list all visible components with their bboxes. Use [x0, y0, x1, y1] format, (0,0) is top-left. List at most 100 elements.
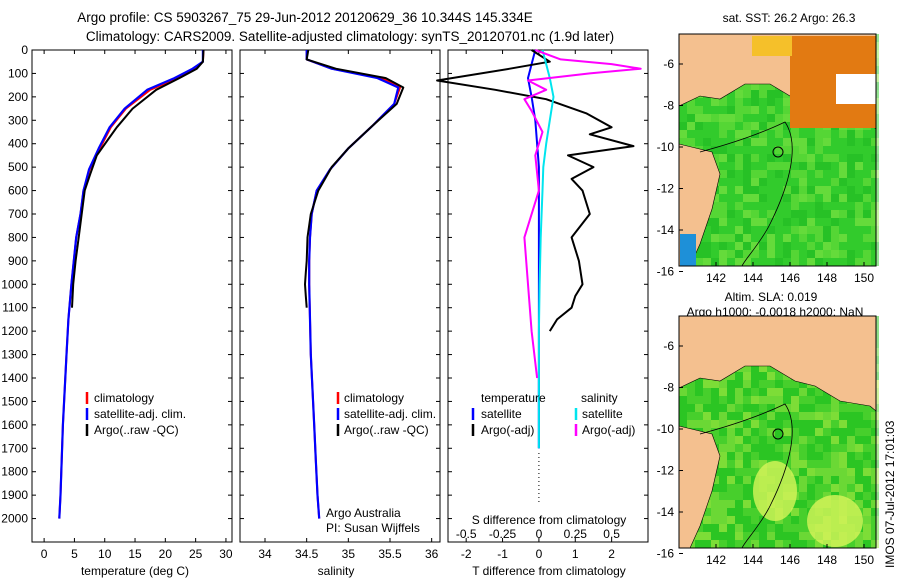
map-cell [727, 114, 735, 122]
map-cell [727, 234, 735, 242]
map-cell [871, 194, 879, 202]
map-cell [871, 258, 879, 266]
map-cell [735, 412, 743, 420]
map-cell [847, 170, 855, 178]
map-cell [687, 404, 695, 412]
map-cell [687, 138, 695, 146]
map-cell [711, 258, 719, 266]
x-tick-label: 0 [536, 547, 543, 561]
map-cell [855, 444, 863, 452]
map-cell [743, 226, 751, 234]
map-cell [863, 146, 871, 154]
map-cell [855, 540, 863, 548]
map-cell [751, 194, 759, 202]
legend-label: satellite-adj. clim. [94, 407, 186, 421]
map-cell [807, 436, 815, 444]
map-cell [711, 428, 719, 436]
map-cell [719, 388, 727, 396]
map-cell [855, 428, 863, 436]
map-cell [719, 412, 727, 420]
map-cell [839, 218, 847, 226]
map-cell [839, 154, 847, 162]
map-cell [855, 436, 863, 444]
map-cell [871, 218, 879, 226]
plot-frame [447, 49, 649, 543]
map-cell [831, 428, 839, 436]
map-cell [863, 452, 871, 460]
map-cell [863, 484, 871, 492]
s-diff-xlabel: S difference from climatology [472, 513, 627, 527]
map-cell [871, 234, 879, 242]
map-cell [735, 468, 743, 476]
lon-tick-label: 146 [780, 553, 800, 567]
map-cell [719, 476, 727, 484]
map-cell [743, 234, 751, 242]
map-cell [711, 218, 719, 226]
map-cell [791, 234, 799, 242]
map-cell [695, 250, 703, 258]
map-cell [855, 460, 863, 468]
sst-map: -6 -8 -10 -12 -14 -16 142 144 146 148 150 [657, 33, 879, 285]
map-cell [759, 138, 767, 146]
map-cell [791, 186, 799, 194]
map-cell [783, 162, 791, 170]
map-cell [863, 202, 871, 210]
map-cell [695, 114, 703, 122]
map-cell [751, 138, 759, 146]
map-cell [791, 226, 799, 234]
map-cell [863, 404, 871, 412]
map-cell [839, 162, 847, 170]
map-cell [847, 186, 855, 194]
map-cell [695, 130, 703, 138]
map-cell [847, 234, 855, 242]
map-cell [743, 122, 751, 130]
map-cell [727, 380, 735, 388]
map-cell [719, 508, 727, 516]
map-cell [783, 146, 791, 154]
map-cell [767, 404, 775, 412]
map-cell [775, 170, 783, 178]
map-cell [759, 460, 767, 468]
map-cell [735, 372, 743, 380]
map-cell [775, 154, 783, 162]
map-cell [783, 532, 791, 540]
map-cell [839, 444, 847, 452]
map-cell [711, 500, 719, 508]
map-cell [727, 162, 735, 170]
map-sst-cool [680, 234, 696, 266]
map-cell [783, 242, 791, 250]
map-cell [703, 250, 711, 258]
map-cell [807, 202, 815, 210]
difference-legend: temperature salinity satellite Argo(-adj… [471, 391, 635, 437]
map-cell [727, 130, 735, 138]
map-cell [767, 90, 775, 98]
map-cell [863, 258, 871, 266]
map-cell [783, 444, 791, 452]
map-cell [703, 516, 711, 524]
map-cell [783, 234, 791, 242]
map-cell [743, 82, 751, 90]
map-cell [823, 452, 831, 460]
map-cell [759, 146, 767, 154]
map-cell [695, 122, 703, 130]
map-cell [871, 492, 879, 500]
map-cell [727, 540, 735, 548]
map-cell [831, 170, 839, 178]
map-cell [815, 484, 823, 492]
map-cell [807, 258, 815, 266]
map-cell [807, 492, 815, 500]
map-cell [783, 138, 791, 146]
map-cell [767, 428, 775, 436]
map-cell [871, 452, 879, 460]
map-cell [711, 396, 719, 404]
map-cell [751, 114, 759, 122]
map-cell [823, 170, 831, 178]
lon-tick-label: 144 [743, 553, 763, 567]
map-cell [855, 492, 863, 500]
map-cell [735, 500, 743, 508]
map-cell [743, 202, 751, 210]
map-cell [759, 226, 767, 234]
map-cell [871, 420, 879, 428]
map-cell [831, 202, 839, 210]
map-cell [807, 170, 815, 178]
